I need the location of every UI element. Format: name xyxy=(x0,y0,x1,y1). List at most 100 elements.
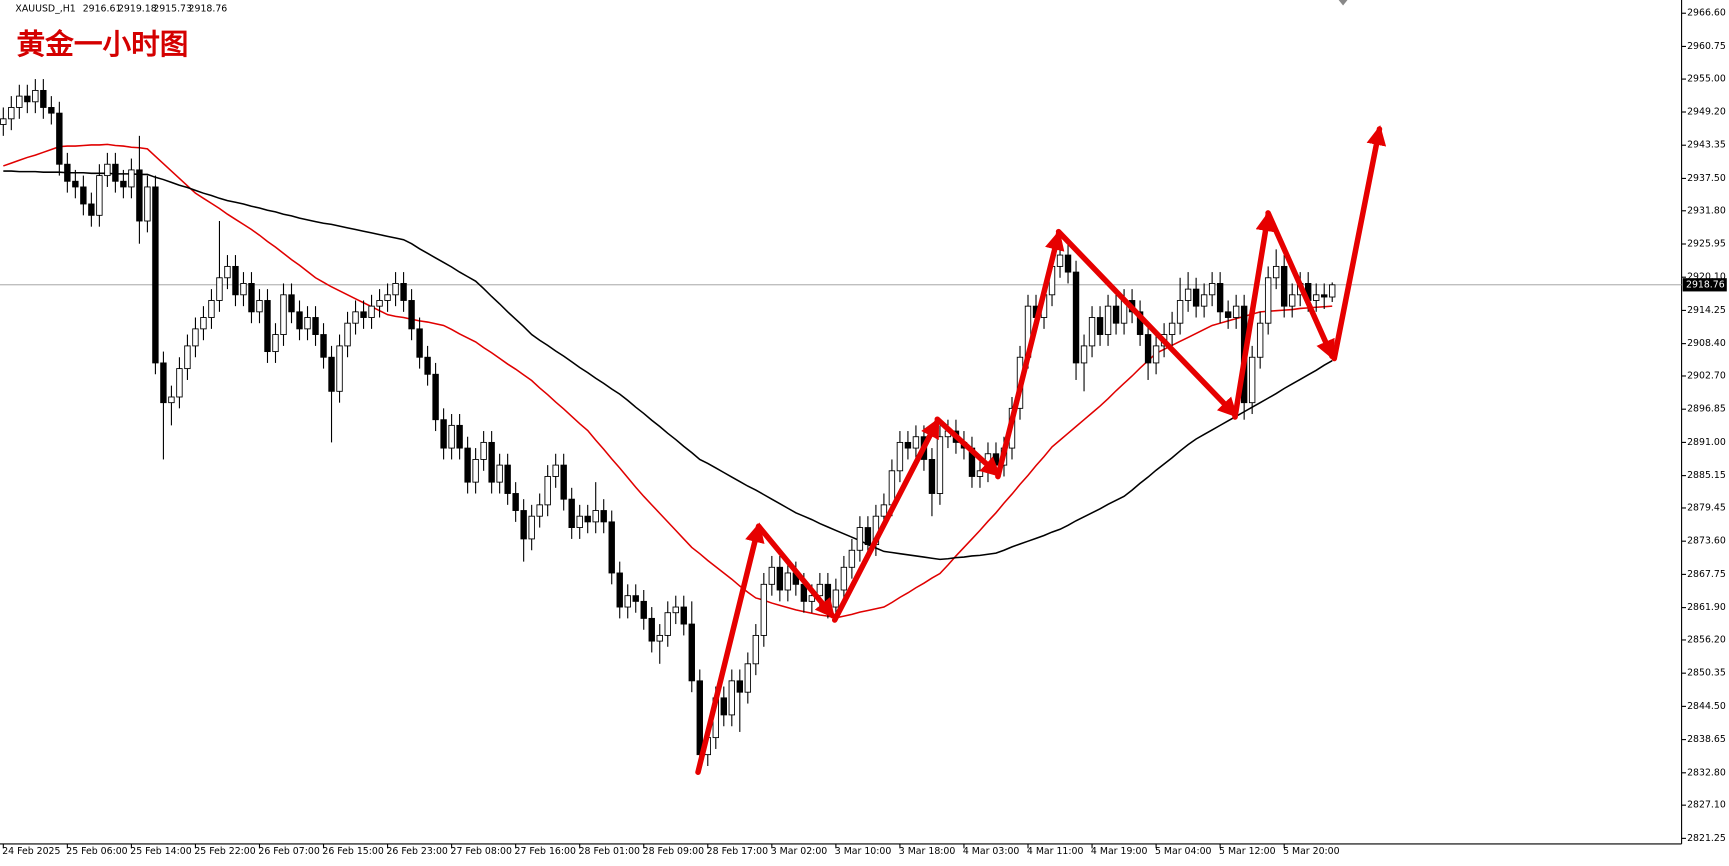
y-tick-label: 2908.40 xyxy=(1687,338,1726,349)
y-tick-label: 2949.20 xyxy=(1687,107,1726,118)
candle-body xyxy=(912,436,920,449)
candle-body xyxy=(1184,288,1192,301)
candle-body xyxy=(832,589,840,608)
y-tick-label: 2832.80 xyxy=(1687,767,1726,778)
candle-body xyxy=(552,464,559,477)
candle-body xyxy=(1329,284,1336,298)
candle-body xyxy=(896,441,904,472)
candle-body xyxy=(840,566,848,591)
y-tick-label: 2914.25 xyxy=(1687,305,1726,316)
candle-body xyxy=(360,311,367,318)
candle-body xyxy=(616,572,623,608)
candle-body xyxy=(384,294,391,301)
candle-body xyxy=(16,95,23,108)
y-tick-label: 2920.10 xyxy=(1687,272,1726,283)
candle-body xyxy=(80,186,87,205)
x-tick-label: 24 Feb 2025 xyxy=(2,846,60,857)
arrow xyxy=(831,417,941,623)
y-tick-label: 2827.10 xyxy=(1687,800,1726,811)
arrow xyxy=(695,522,765,775)
candle-body xyxy=(736,680,744,693)
candle-body xyxy=(288,294,295,313)
candle-body xyxy=(672,606,679,614)
candle-body xyxy=(392,283,399,296)
ohlc-low: 2915.73 xyxy=(153,3,192,14)
candle-body xyxy=(424,356,431,375)
candle-body xyxy=(240,283,247,296)
x-tick-label: 26 Feb 07:00 xyxy=(258,846,319,857)
candle-body xyxy=(504,464,511,494)
candle-body xyxy=(744,663,752,693)
candle-body xyxy=(848,549,856,568)
candle-body xyxy=(1064,254,1072,273)
arrow xyxy=(934,416,1001,478)
candle-body xyxy=(760,583,768,636)
candle-body xyxy=(456,424,463,449)
candle-body xyxy=(104,163,111,177)
candle-body xyxy=(432,373,439,421)
y-tick-label: 2838.65 xyxy=(1687,734,1726,745)
candle-body xyxy=(656,634,663,642)
candle-body xyxy=(336,345,343,392)
candle-body xyxy=(1192,288,1200,307)
candle-body xyxy=(624,595,631,608)
x-tick-label: 28 Feb 17:00 xyxy=(707,846,768,857)
candle-body xyxy=(352,311,359,324)
y-tick-label: 2850.35 xyxy=(1687,668,1726,679)
candle-body xyxy=(24,95,31,103)
y-tick-label: 2931.80 xyxy=(1687,205,1726,216)
x-tick-label: 27 Feb 08:00 xyxy=(451,846,512,857)
y-tick-label: 2902.70 xyxy=(1687,370,1726,381)
arrow xyxy=(995,230,1065,480)
x-tick-label: 26 Feb 15:00 xyxy=(322,846,383,857)
candle-body xyxy=(8,107,15,120)
y-tick-label: 2891.00 xyxy=(1687,437,1726,448)
candle-body xyxy=(160,362,167,404)
candle-body xyxy=(56,112,63,165)
x-tick-label: 5 Mar 12:00 xyxy=(1219,846,1276,857)
candle-body xyxy=(440,419,447,449)
candle-body xyxy=(40,89,47,108)
symbol-label: XAUUSD_,H1 xyxy=(15,3,75,14)
candle-body xyxy=(64,163,71,182)
candle-body xyxy=(448,424,455,449)
candle-body xyxy=(752,634,760,665)
x-tick-label: 28 Feb 09:00 xyxy=(643,846,704,857)
candle-body xyxy=(168,396,175,404)
y-tick-label: 2960.75 xyxy=(1687,41,1726,52)
candle-body xyxy=(856,527,864,551)
candle-body xyxy=(936,436,944,494)
candle-body xyxy=(128,169,135,188)
candle-body xyxy=(184,345,191,370)
y-tick-label: 2879.45 xyxy=(1687,502,1726,513)
candle-body xyxy=(664,612,671,636)
candle-body xyxy=(696,680,703,756)
candle-body xyxy=(1313,294,1320,301)
last-price-label: 2918.76 xyxy=(1686,279,1725,290)
candle-body xyxy=(928,458,936,494)
candle-body xyxy=(416,328,423,358)
candle-body xyxy=(680,606,687,625)
candle-body xyxy=(1056,254,1064,267)
candle-body xyxy=(176,368,183,398)
arrow xyxy=(1232,211,1276,420)
candle-body xyxy=(1248,356,1256,404)
candle-body xyxy=(808,595,816,602)
candle-body xyxy=(280,294,287,335)
candle-body xyxy=(880,504,888,517)
candle-body xyxy=(216,277,223,301)
candle-body xyxy=(320,334,327,358)
candle-body xyxy=(600,510,607,523)
candle-body xyxy=(784,572,792,591)
candle-body xyxy=(1112,305,1120,324)
moving-average xyxy=(3,143,1333,619)
x-tick-label: 5 Mar 04:00 xyxy=(1155,846,1212,857)
y-tick-label: 2861.90 xyxy=(1687,602,1726,613)
candle-body xyxy=(544,476,551,506)
candle-body xyxy=(272,334,279,353)
y-tick-label: 2856.20 xyxy=(1687,634,1726,645)
candle-body xyxy=(608,521,615,574)
x-tick-label: 5 Mar 20:00 xyxy=(1283,846,1340,857)
